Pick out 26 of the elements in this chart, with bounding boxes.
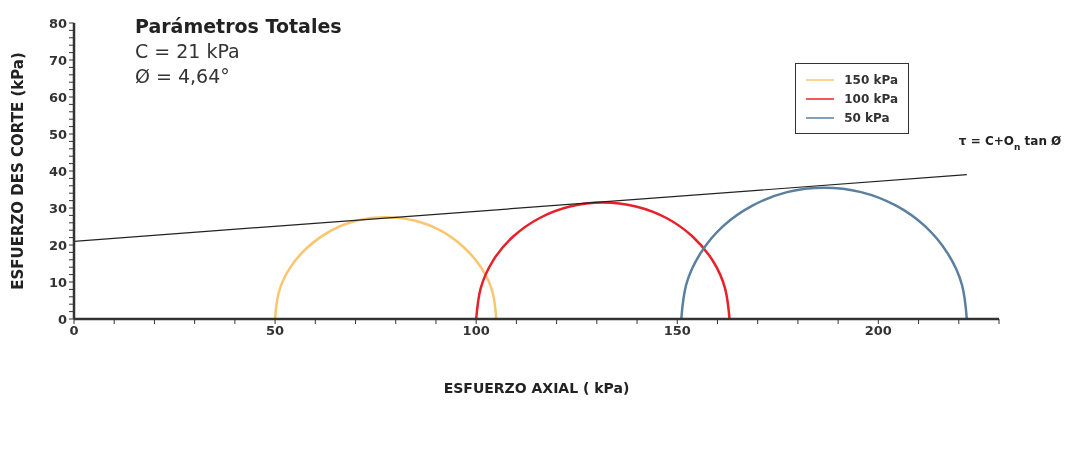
x-tick-label: 200 [864, 323, 892, 339]
y-tick-label: 0 [57, 311, 67, 327]
x-tick-label: 0 [69, 323, 79, 339]
y-axis-title: ESFUERZO DES CORTE (kPa) [9, 52, 28, 290]
chart-title: Parámetros Totales [135, 14, 342, 39]
line-series [474, 201, 731, 319]
line-series [273, 216, 498, 319]
line-series [680, 186, 969, 319]
y-tick-label: 40 [48, 163, 67, 179]
legend-label: 100 kPa [844, 91, 898, 106]
x-tick-label: 150 [663, 323, 691, 339]
y-tick-label: 70 [48, 52, 67, 68]
x-tick-label: 50 [266, 323, 285, 339]
y-tick-label: 80 [48, 15, 67, 31]
annotation: C = 21 kPa [135, 39, 241, 64]
y-tick-label: 10 [48, 274, 67, 290]
y-tick-label: 50 [48, 126, 67, 142]
annotation: τ = C+O$_{n}$ tan Ø [958, 133, 1062, 152]
y-tick-label: 20 [48, 237, 67, 253]
y-tick-label: 30 [48, 200, 67, 216]
legend-label: 50 kPa [844, 110, 890, 125]
y-tick-label: 60 [48, 89, 67, 105]
x-tick-label: 100 [462, 323, 490, 339]
annotation: Ø = 4,64° [135, 64, 231, 89]
legend-label: 150 kPa [844, 72, 898, 87]
x-axis-title: ESFUERZO AXIAL ( kPa) [443, 380, 630, 396]
